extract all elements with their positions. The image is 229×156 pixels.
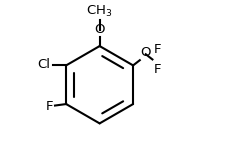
Text: CH$_3$: CH$_3$	[86, 4, 113, 19]
Text: F: F	[154, 63, 161, 76]
Text: O: O	[141, 46, 151, 59]
Text: F: F	[154, 43, 161, 56]
Text: Cl: Cl	[38, 58, 51, 71]
Text: O: O	[94, 23, 105, 36]
Text: F: F	[45, 100, 53, 113]
